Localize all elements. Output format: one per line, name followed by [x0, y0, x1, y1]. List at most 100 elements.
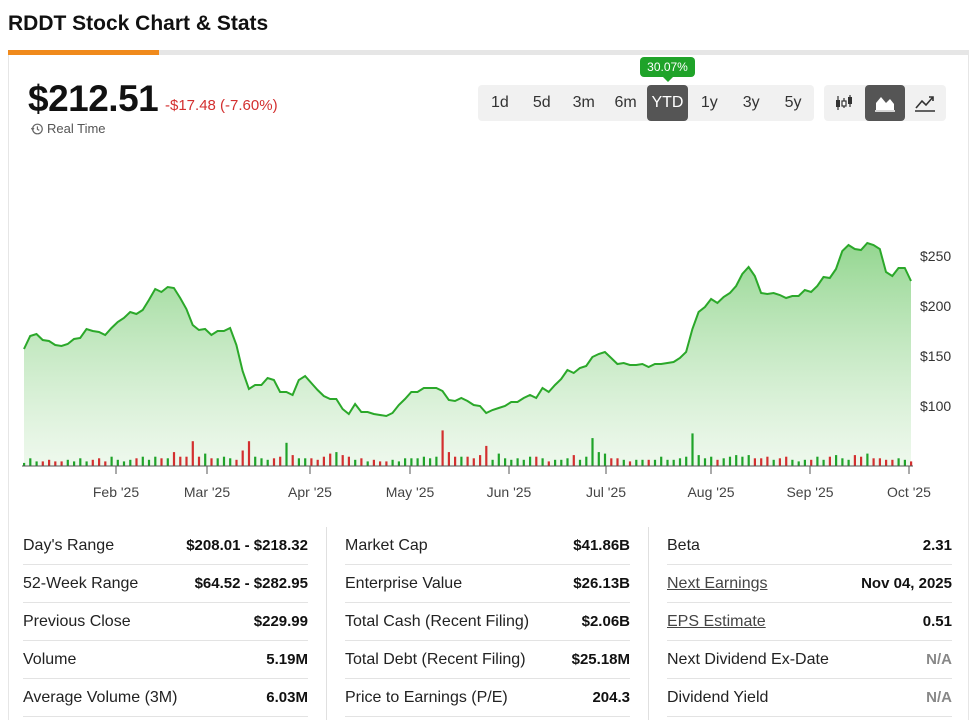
y-tick-label: $150	[920, 348, 951, 364]
volume-bar	[235, 459, 238, 466]
volume-bar	[485, 445, 488, 467]
stat-value: $25.18M	[571, 651, 630, 668]
stat-row: Previous Close $229.99	[23, 603, 308, 641]
volume-bar	[129, 459, 132, 466]
next-earnings-link[interactable]: Next Earnings	[667, 574, 768, 592]
time-range-selector: 1d 5d 3m 6m YTD 1y 3y 5y	[478, 85, 814, 121]
range-1y-button[interactable]: 1y	[700, 94, 718, 111]
volume-bar	[685, 456, 688, 466]
volume-bar	[660, 456, 663, 466]
volume-bar	[778, 458, 781, 467]
volume-bar	[529, 456, 532, 466]
candlestick-icon	[836, 95, 853, 110]
stat-label: Previous Close	[23, 612, 131, 630]
volume-bar	[635, 459, 638, 466]
volume-bar	[329, 453, 332, 466]
stat-value: 2.31	[922, 537, 952, 554]
stat-value: $26.13B	[573, 575, 630, 592]
volume-bar	[597, 452, 600, 467]
price-area-fill	[24, 243, 911, 466]
volume-bar	[860, 456, 863, 466]
x-tick-label: Jun '25	[487, 484, 532, 500]
range-3y-button[interactable]: 3y	[742, 94, 760, 111]
volume-bar	[341, 455, 344, 466]
volume-bar	[828, 456, 831, 466]
stat-row: Volume 5.19M	[23, 641, 308, 679]
volume-bar	[554, 459, 557, 466]
price-chart[interactable]: Feb '25 Mar '25 Apr '25 May '25 Jun '25 Jul '…	[0, 140, 977, 510]
volume-bar	[835, 455, 838, 466]
chart-type-selector	[824, 85, 946, 121]
volume-bar	[441, 430, 444, 466]
volume-bar	[179, 456, 182, 466]
range-5d-button[interactable]: 5d	[532, 94, 551, 111]
volume-bar	[60, 461, 63, 467]
x-tick-label: Oct '25	[887, 484, 931, 500]
stat-row: Market Cap $41.86B	[345, 527, 630, 565]
volume-bar	[241, 450, 244, 466]
volume-bar	[816, 456, 819, 466]
volume-bar	[122, 461, 126, 467]
range-6m-button[interactable]: 6m	[614, 94, 637, 111]
volume-bar	[810, 459, 813, 466]
volume-bar	[578, 459, 582, 466]
volume-bar	[791, 459, 794, 466]
volume-bars	[23, 430, 913, 467]
real-time-indicator: Real Time	[30, 121, 106, 136]
stats-table: Day's Range $208.01 - $218.32 52-Week Ran…	[8, 527, 969, 720]
candlestick-chart-button[interactable]	[824, 85, 865, 121]
line-chart-button[interactable]	[905, 85, 946, 121]
stat-row: Next Earnings Nov 04, 2025	[667, 565, 952, 603]
volume-bar	[591, 438, 594, 466]
volume-bar	[460, 456, 463, 466]
volume-bar	[197, 456, 201, 466]
range-1d-button[interactable]: 1d	[491, 94, 509, 111]
stat-row: 52-Week Range $64.52 - $282.95	[23, 565, 308, 603]
volume-bar	[335, 452, 338, 467]
stat-row: Next Dividend Ex-Date N/A	[667, 641, 952, 679]
volume-bar	[247, 441, 251, 466]
volume-bar	[622, 459, 625, 466]
stat-value: 5.19M	[266, 651, 308, 668]
volume-bar	[79, 458, 82, 467]
volume-bar	[41, 461, 44, 467]
stat-value: $41.86B	[573, 537, 630, 554]
stat-label: Next Dividend Ex-Date	[667, 650, 829, 668]
stat-label: Market Cap	[345, 536, 428, 554]
volume-bar	[172, 452, 176, 467]
volume-bar	[29, 458, 32, 467]
volume-bar	[522, 459, 525, 466]
volume-bar	[841, 458, 844, 467]
stat-value: $64.52 - $282.95	[194, 575, 308, 592]
volume-bar	[466, 456, 469, 466]
volume-bar	[760, 458, 763, 467]
volume-bar	[98, 458, 101, 467]
volume-bar	[510, 459, 513, 466]
line-chart-icon	[915, 96, 936, 112]
stat-row: Day's Range $208.01 - $218.32	[23, 527, 308, 565]
volume-bar	[91, 459, 94, 466]
volume-bar	[104, 461, 107, 467]
volume-bar	[23, 462, 26, 466]
volume-bar	[672, 459, 675, 466]
volume-bar	[666, 459, 669, 466]
y-axis-labels: $250 $200 $150 $100	[920, 248, 951, 414]
volume-bar	[204, 453, 207, 466]
eps-estimate-link[interactable]: EPS Estimate	[667, 612, 766, 630]
volume-bar	[703, 458, 707, 467]
range-3m-button[interactable]: 3m	[572, 94, 595, 111]
area-chart-button[interactable]	[864, 85, 906, 121]
volume-bar	[316, 459, 319, 466]
volume-bar	[647, 459, 650, 466]
volume-bar	[766, 456, 769, 466]
range-5y-button[interactable]: 5y	[784, 94, 802, 111]
volume-bar	[803, 459, 806, 466]
x-axis-ticks: Feb '25 Mar '25 Apr '25 May '25 Jun '25 Jul '…	[93, 466, 931, 500]
y-tick-label: $100	[920, 398, 951, 414]
range-ytd-button[interactable]: YTD	[646, 85, 689, 121]
stat-row: Dividend Yield N/A	[667, 679, 952, 717]
x-tick-label: Jul '25	[586, 484, 626, 500]
x-tick-label: May '25	[386, 484, 435, 500]
volume-bar	[753, 458, 756, 467]
x-tick-label: Mar '25	[184, 484, 230, 500]
